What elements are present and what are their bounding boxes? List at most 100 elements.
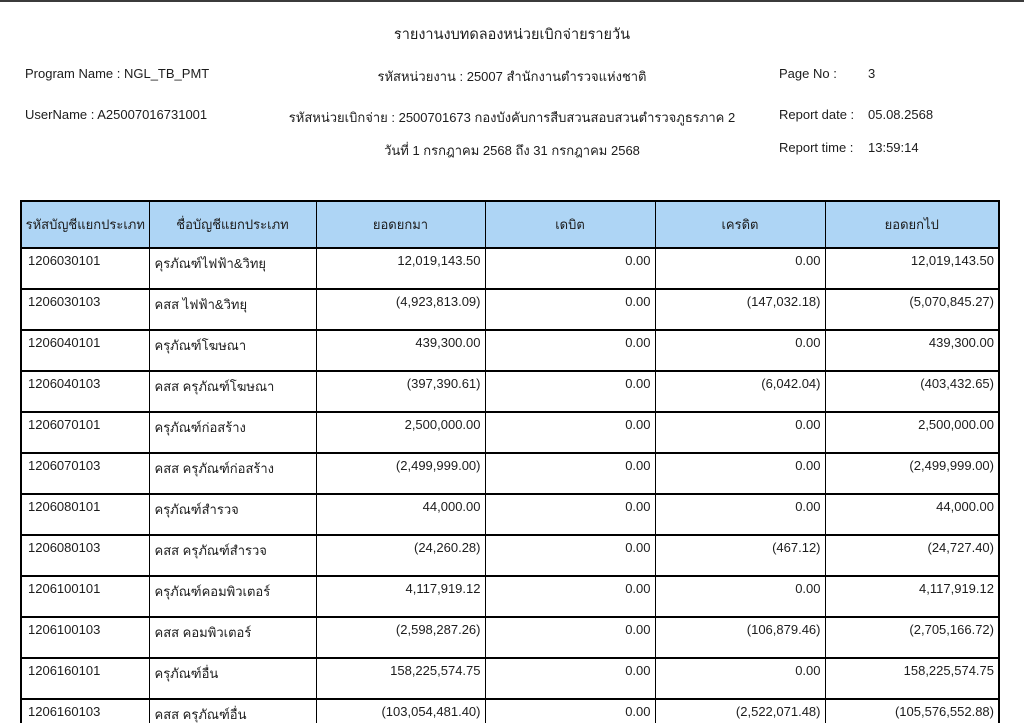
col-header-account-name: ชื่อบัญชีแยกประเภท xyxy=(148,200,317,249)
col-header-credit: เครดิต xyxy=(654,200,826,249)
table-header-row: รหัสบัญชีแยกประเภท ชื่อบัญชีแยกประเภท ยอ… xyxy=(20,200,1000,249)
table-cell: 12,019,143.50 xyxy=(824,247,1000,290)
table-cell: 158,225,574.75 xyxy=(824,657,1000,700)
table-cell: 158,225,574.75 xyxy=(315,657,486,700)
table-cell: 2,500,000.00 xyxy=(315,411,486,454)
table-row: 1206040103 คสส ครุภัณฑ์โฆษณา (397,390.61) 0… xyxy=(20,370,1000,413)
table-cell: (467.12) xyxy=(654,534,826,577)
table-cell: ครุภัณฑ์สำรวจ xyxy=(148,493,317,536)
program-name: Program Name : NGL_TB_PMT xyxy=(25,66,210,81)
date-range-line: วันที่ 1 กรกฎาคม 2568 ถึง 31 กรกฎาคม 256… xyxy=(384,143,640,158)
report-time-label: Report time : xyxy=(779,140,854,155)
username: UserName : A25007016731001 xyxy=(25,107,208,122)
table-cell: ครุภัณฑ์คอมพิวเตอร์ xyxy=(148,575,317,618)
table-cell: 1206160101 xyxy=(20,657,150,700)
table-row: 1206070103 คสส ครุภัณฑ์ก่อสร้าง (2,499,999… xyxy=(20,452,1000,495)
table-cell: 0.00 xyxy=(484,698,656,723)
table-cell: 0.00 xyxy=(654,411,826,454)
table-cell: (24,260.28) xyxy=(315,534,486,577)
table-cell: คสส ไฟฟ้า&วิทยุ xyxy=(148,288,317,331)
report-time-value: 13:59:14 xyxy=(868,140,919,155)
table-cell: (103,054,481.40) xyxy=(315,698,486,723)
table-cell: (105,576,552.88) xyxy=(824,698,1000,723)
col-header-debit: เดบิต xyxy=(484,200,656,249)
table-cell: 1206040103 xyxy=(20,370,150,413)
table-cell: 1206100101 xyxy=(20,575,150,618)
table-cell: 439,300.00 xyxy=(315,329,486,372)
table-cell: 0.00 xyxy=(484,575,656,618)
table-cell: 1206030103 xyxy=(20,288,150,331)
report-title: รายงานงบทดลองหน่วยเบิกจ่ายรายวัน xyxy=(393,27,631,43)
table-cell: (6,042.04) xyxy=(654,370,826,413)
table-cell: 0.00 xyxy=(484,657,656,700)
table-cell: 1206070103 xyxy=(20,452,150,495)
table-cell: 0.00 xyxy=(654,452,826,495)
page-no-value: 3 xyxy=(868,66,876,81)
table-cell: (147,032.18) xyxy=(654,288,826,331)
table-cell: 1206030101 xyxy=(20,247,150,290)
trial-balance-table: รหัสบัญชีแยกประเภท ชื่อบัญชีแยกประเภท ยอ… xyxy=(20,200,1000,723)
table-row: 1206160101 ครุภัณฑ์อื่น 158,225,574.75 0.00… xyxy=(20,657,1000,700)
table-cell: (2,598,287.26) xyxy=(315,616,486,659)
table-row: 1206040101 ครุภัณฑ์โฆษณา 439,300.00 0.00 0.0… xyxy=(20,329,1000,372)
table-cell: (403,432.65) xyxy=(824,370,1000,413)
col-header-carried-forward: ยอดยกไป xyxy=(824,200,1000,249)
table-cell: 439,300.00 xyxy=(824,329,1000,372)
report-date-value: 05.08.2568 xyxy=(868,107,934,122)
table-cell: 0.00 xyxy=(654,575,826,618)
table-cell: คุรภัณฑ์ไฟฟ้า&วิทยุ xyxy=(148,247,317,290)
table-cell: 0.00 xyxy=(484,288,656,331)
table-body: 1206030101 คุรภัณฑ์ไฟฟ้า&วิทยุ 12,019,143.… xyxy=(20,247,1000,723)
table-cell: 2,500,000.00 xyxy=(824,411,1000,454)
table-cell: 44,000.00 xyxy=(315,493,486,536)
table-cell: คสส คอมพิวเตอร์ xyxy=(148,616,317,659)
table-cell: 12,019,143.50 xyxy=(315,247,486,290)
table-cell: (24,727.40) xyxy=(824,534,1000,577)
table-cell: คสส ครุภัณฑ์โฆษณา xyxy=(148,370,317,413)
table-cell: คสส ครุภัณฑ์อื่น xyxy=(148,698,317,723)
table-cell: 0.00 xyxy=(484,616,656,659)
table-cell: ครุภัณฑ์อื่น xyxy=(148,657,317,700)
table-cell: 1206160103 xyxy=(20,698,150,723)
table-cell: (2,499,999.00) xyxy=(315,452,486,495)
table-cell: 0.00 xyxy=(654,493,826,536)
table-cell: (4,923,813.09) xyxy=(315,288,486,331)
disbursing-unit-line: รหัสหน่วยเบิกจ่าย : 2500701673 กองบังคับ… xyxy=(288,110,736,125)
report-date-label: Report date : xyxy=(779,107,855,122)
table-cell: 0.00 xyxy=(484,452,656,495)
table-row: 1206100101 ครุภัณฑ์คอมพิวเตอร์ 4,117,919.1… xyxy=(20,575,1000,618)
table-cell: 0.00 xyxy=(654,247,826,290)
col-header-account-code: รหัสบัญชีแยกประเภท xyxy=(20,200,150,249)
table-cell: (106,879.46) xyxy=(654,616,826,659)
table-row: 1206100103 คสส คอมพิวเตอร์ (2,598,287.26) 0… xyxy=(20,616,1000,659)
table-cell: คสส ครุภัณฑ์สำรวจ xyxy=(148,534,317,577)
table-cell: (2,522,071.48) xyxy=(654,698,826,723)
table-row: 1206030103 คสส ไฟฟ้า&วิทยุ (4,923,813.09) 0… xyxy=(20,288,1000,331)
table-cell: 0.00 xyxy=(654,657,826,700)
table-cell: 1206070101 xyxy=(20,411,150,454)
table-cell: 1206080101 xyxy=(20,493,150,536)
table-cell: 0.00 xyxy=(654,329,826,372)
table-cell: 0.00 xyxy=(484,534,656,577)
table-cell: 0.00 xyxy=(484,370,656,413)
table-row: 1206160103 คสส ครุภัณฑ์อื่น (103,054,481.4… xyxy=(20,698,1000,723)
table-cell: 4,117,919.12 xyxy=(824,575,1000,618)
table-cell: 4,117,919.12 xyxy=(315,575,486,618)
table-cell: (2,499,999.00) xyxy=(824,452,1000,495)
table-cell: 0.00 xyxy=(484,493,656,536)
table-cell: (397,390.61) xyxy=(315,370,486,413)
table-cell: 1206100103 xyxy=(20,616,150,659)
page-no-label: Page No : xyxy=(779,66,837,81)
page-top-border xyxy=(0,0,1024,2)
table-row: 1206080103 คสส ครุภัณฑ์สำรวจ (24,260.28) 0.… xyxy=(20,534,1000,577)
table-cell: ครุภัณฑ์โฆษณา xyxy=(148,329,317,372)
table-cell: 1206040101 xyxy=(20,329,150,372)
table-cell: 0.00 xyxy=(484,411,656,454)
table-row: 1206070101 ครุภัณฑ์ก่อสร้าง 2,500,000.00 0.… xyxy=(20,411,1000,454)
table-cell: ครุภัณฑ์ก่อสร้าง xyxy=(148,411,317,454)
table-cell: 0.00 xyxy=(484,329,656,372)
table-cell: 0.00 xyxy=(484,247,656,290)
agency-code-line: รหัสหน่วยงาน : 25007 สำนักงานตำรวจแห่งชา… xyxy=(377,69,647,84)
table-cell: 1206080103 xyxy=(20,534,150,577)
